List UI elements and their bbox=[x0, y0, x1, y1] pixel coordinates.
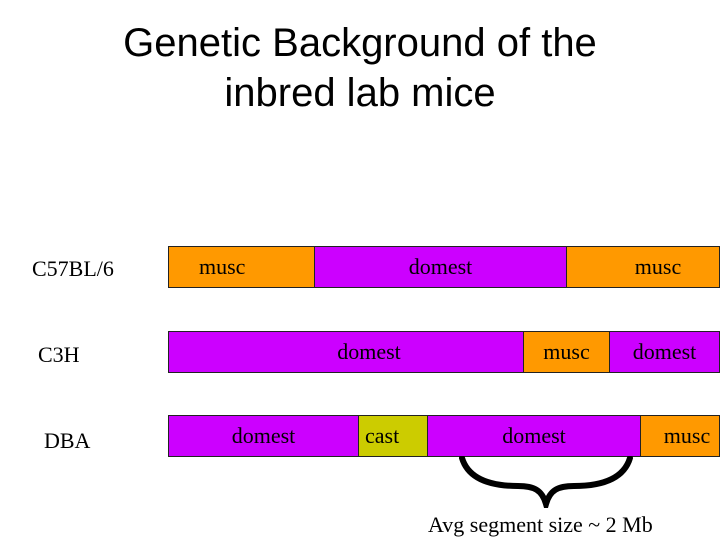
strain-label-c57bl6: C57BL/6 bbox=[32, 256, 114, 281]
segment-domest: domest bbox=[314, 247, 566, 287]
segment-domest: domest bbox=[609, 332, 720, 372]
chromosome-bar-dba: domest cast domest musc bbox=[168, 415, 720, 457]
segment-domest: domest bbox=[168, 416, 358, 456]
segment-musc: musc bbox=[566, 247, 720, 287]
segment-musc: musc bbox=[168, 247, 314, 287]
segment-label: cast bbox=[365, 423, 400, 448]
segment-label: musc bbox=[634, 254, 682, 279]
segment-label: musc bbox=[663, 423, 711, 448]
segment-size-caption: Avg segment size ~ 2 Mb bbox=[428, 512, 653, 537]
segment-label: musc bbox=[543, 339, 590, 364]
segment-cast: cast bbox=[358, 416, 427, 456]
segment-domest: domest bbox=[427, 416, 640, 456]
segment-label: domest bbox=[337, 339, 401, 364]
segment-domest: domest bbox=[168, 332, 523, 372]
curly-brace-icon bbox=[459, 456, 633, 508]
chromosome-bar-c3h: domest musc domest bbox=[168, 331, 720, 373]
segment-label: domest bbox=[231, 423, 296, 448]
slide-title: Genetic Background of the inbred lab mic… bbox=[0, 18, 720, 118]
chromosome-bar-c57bl6: musc domest musc bbox=[168, 246, 720, 288]
segment-musc: musc bbox=[640, 416, 720, 456]
title-line-1: Genetic Background of the bbox=[123, 21, 597, 65]
segment-label: musc bbox=[199, 254, 246, 279]
segment-label: domest bbox=[408, 254, 473, 279]
strain-label-c3h: C3H bbox=[38, 342, 80, 367]
segment-label: domest bbox=[632, 339, 697, 364]
segment-musc: musc bbox=[523, 332, 609, 372]
title-line-2: inbred lab mice bbox=[224, 71, 496, 115]
segment-label: domest bbox=[502, 423, 566, 448]
strain-label-dba: DBA bbox=[44, 428, 91, 453]
